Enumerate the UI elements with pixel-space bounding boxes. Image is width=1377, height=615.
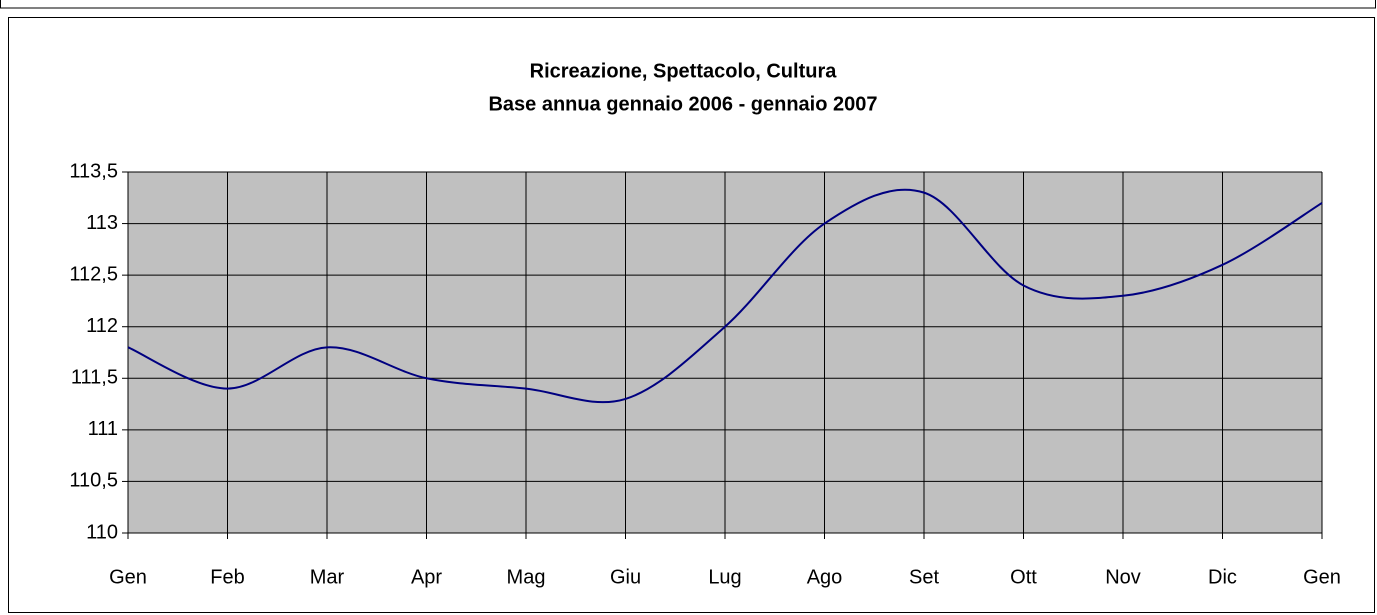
x-tick-label: Ago: [807, 566, 843, 588]
x-tick-label: Mar: [310, 566, 345, 588]
y-tick-label: 112,5: [69, 263, 118, 285]
chart-title: Ricreazione, Spettacolo, Cultura: [530, 60, 838, 82]
x-tick-label: Set: [909, 566, 939, 588]
x-tick-label: Gen: [1303, 566, 1341, 588]
top-frame: [0, 0, 1376, 9]
line-series: [127, 188, 1323, 404]
x-tick-label: Dic: [1208, 566, 1237, 588]
x-tick-label: Nov: [1105, 566, 1141, 588]
x-tick-label: Apr: [411, 566, 442, 588]
y-tick-label: 111,5: [71, 367, 118, 389]
chart-subtitle: Base annua gennaio 2006 - gennaio 2007: [488, 93, 877, 115]
y-tick-label: 113: [86, 212, 118, 234]
x-tick-label: Lug: [708, 566, 741, 588]
x-tick-label: Feb: [210, 566, 244, 588]
y-tick-label: 113,5: [69, 160, 118, 182]
x-tick-label: Mag: [507, 566, 546, 588]
y-tick-label: 112: [86, 315, 118, 337]
y-tick-label: 110: [86, 521, 118, 543]
x-tick-label: Gen: [109, 566, 147, 588]
x-tick-label: Giu: [610, 566, 641, 588]
y-tick-label: 111: [88, 418, 118, 440]
y-tick-label: 110,5: [69, 470, 118, 492]
x-tick-label: Ott: [1010, 566, 1037, 588]
